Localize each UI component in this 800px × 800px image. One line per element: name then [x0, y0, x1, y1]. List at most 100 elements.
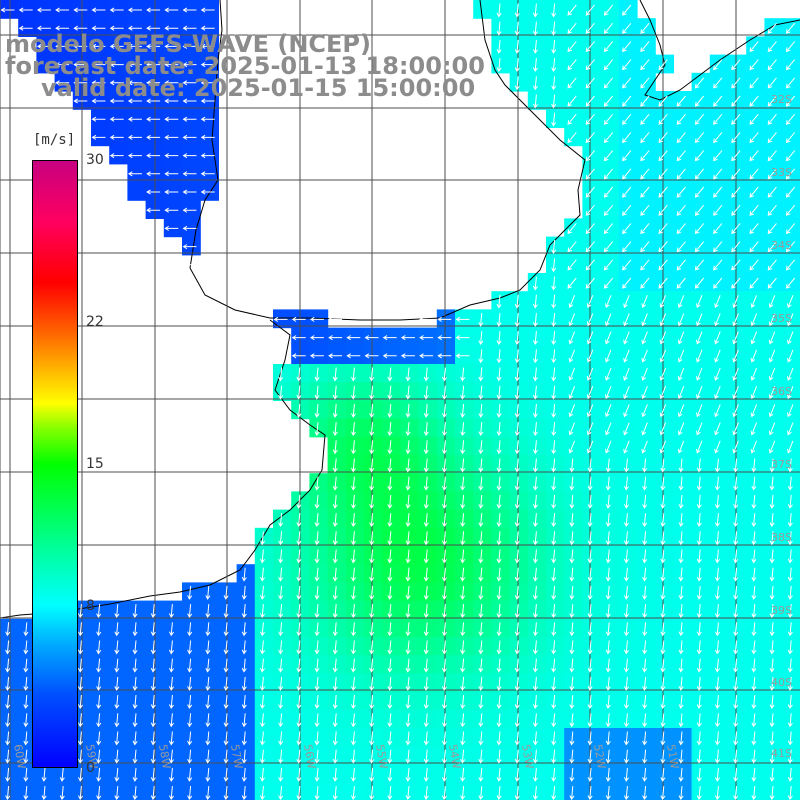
wind-cell	[455, 364, 474, 383]
wind-arrow	[496, 786, 502, 800]
wind-cell	[782, 509, 800, 529]
wind-cell	[582, 655, 602, 674]
wind-arrow	[91, 62, 106, 68]
wind-arrow	[605, 604, 611, 619]
wind-cell	[527, 309, 547, 329]
wind-arrow	[731, 150, 741, 162]
wind-arrow	[150, 749, 156, 764]
wind-cell	[582, 764, 602, 784]
wind-arrow	[369, 385, 375, 400]
wind-cell	[618, 527, 638, 547]
wind-cell	[728, 582, 747, 602]
wind-arrow	[569, 604, 575, 619]
wind-cell	[218, 673, 238, 693]
wind-arrow	[514, 58, 520, 73]
wind-arrow	[332, 367, 338, 382]
wind-arrow	[387, 604, 393, 619]
wind-arrow	[187, 676, 193, 691]
wind-cell	[182, 200, 201, 219]
wind-cell	[618, 364, 638, 383]
wind-cell	[109, 637, 128, 656]
wind-arrow	[714, 295, 721, 309]
wind-cell	[418, 491, 438, 511]
wind-cell	[364, 582, 383, 602]
wind-arrow	[785, 241, 796, 253]
wind-arrow	[605, 476, 611, 491]
wind-cell	[691, 418, 711, 438]
wind-arrow	[532, 39, 538, 54]
wind-arrow	[749, 241, 759, 253]
wind-arrow	[568, 422, 576, 436]
wind-arrow	[660, 749, 666, 764]
wind-arrow	[332, 604, 338, 619]
wind-cell	[236, 691, 256, 711]
wind-arrow	[640, 150, 650, 162]
wind-cell	[400, 327, 420, 347]
wind-arrow	[514, 39, 520, 54]
wind-arrow	[441, 749, 447, 764]
wind-arrow	[23, 731, 29, 746]
wind-cell	[546, 400, 565, 420]
wind-cell	[127, 618, 147, 638]
wind-arrow	[296, 531, 302, 546]
wind-cell	[218, 764, 238, 784]
wind-cell	[109, 655, 128, 674]
wind-cell	[418, 673, 438, 693]
wind-arrow	[419, 353, 434, 359]
wind-arrow	[114, 749, 120, 764]
wind-arrow	[296, 385, 302, 400]
wind-cell	[728, 436, 747, 456]
wind-cell	[127, 655, 147, 674]
wind-arrow	[713, 204, 723, 216]
wind-arrow	[677, 295, 685, 309]
wind-cell	[109, 709, 128, 729]
wind-arrow	[642, 458, 648, 473]
wind-arrow	[187, 786, 193, 800]
wind-arrow	[696, 786, 702, 800]
wind-cell	[728, 54, 747, 74]
wind-cell	[127, 673, 147, 693]
wind-arrow	[622, 204, 632, 216]
wind-cell	[764, 618, 784, 638]
wind-cell	[509, 0, 529, 19]
wind-cell	[655, 200, 674, 219]
wind-arrow	[332, 513, 338, 528]
wind-arrow	[332, 403, 338, 418]
wind-cell	[345, 564, 365, 583]
wind-cell	[600, 327, 620, 347]
wind-cell	[764, 400, 784, 420]
wind-cell	[709, 564, 729, 583]
wind-cell	[655, 764, 674, 784]
wind-cell	[564, 291, 583, 310]
wind-cell	[655, 400, 674, 420]
wind-cell	[418, 400, 438, 420]
wind-cell	[764, 218, 784, 238]
wind-cell	[782, 764, 800, 784]
wind-arrow	[36, 7, 51, 13]
wind-arrow	[678, 713, 684, 728]
wind-arrow	[332, 658, 338, 673]
wind-cell	[509, 764, 529, 784]
wind-cell	[18, 18, 37, 37]
wind-arrow	[223, 749, 229, 764]
wind-cell	[618, 273, 638, 292]
wind-cell	[764, 546, 784, 565]
wind-arrow	[187, 713, 193, 728]
wind-cell	[691, 764, 711, 784]
wind-cell	[673, 491, 693, 511]
wind-arrow	[696, 767, 702, 782]
wind-arrow	[532, 3, 538, 18]
wind-arrow	[405, 549, 411, 564]
wind-cell	[746, 709, 765, 729]
wind-arrow	[551, 567, 557, 582]
wind-cell	[655, 637, 674, 656]
wind-arrow	[441, 767, 447, 782]
wind-cell	[382, 473, 401, 492]
wind-cell	[418, 618, 438, 638]
wind-arrow	[460, 767, 466, 782]
wind-arrow	[296, 367, 302, 382]
wind-arrow	[714, 767, 720, 782]
wind-arrow	[496, 58, 502, 73]
wind-arrow	[622, 95, 632, 107]
wind-cell	[728, 655, 747, 674]
